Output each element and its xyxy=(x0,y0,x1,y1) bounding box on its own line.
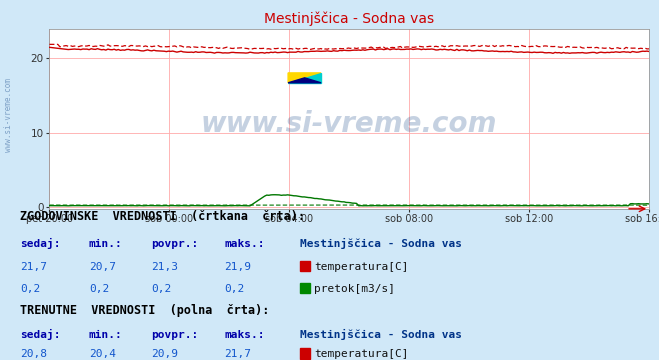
Text: povpr.:: povpr.: xyxy=(152,330,199,341)
Text: www.si-vreme.com: www.si-vreme.com xyxy=(4,78,13,152)
Polygon shape xyxy=(288,73,321,83)
Text: maks.:: maks.: xyxy=(224,330,264,341)
Text: temperatura[C]: temperatura[C] xyxy=(314,262,409,272)
Title: Mestinjščica - Sodna vas: Mestinjščica - Sodna vas xyxy=(264,12,434,26)
Polygon shape xyxy=(288,73,321,83)
Text: pretok[m3/s]: pretok[m3/s] xyxy=(314,284,395,294)
Text: 21,9: 21,9 xyxy=(224,262,251,272)
Text: 0,2: 0,2 xyxy=(152,284,172,294)
Text: ZGODOVINSKE  VREDNOSTI  (črtkana  črta):: ZGODOVINSKE VREDNOSTI (črtkana črta): xyxy=(20,210,304,222)
Polygon shape xyxy=(288,78,321,83)
Text: 20,9: 20,9 xyxy=(152,350,179,360)
Text: maks.:: maks.: xyxy=(224,239,264,249)
Text: 0,2: 0,2 xyxy=(224,284,244,294)
Text: 21,3: 21,3 xyxy=(152,262,179,272)
Text: 20,7: 20,7 xyxy=(89,262,116,272)
Text: min.:: min.: xyxy=(89,239,123,249)
Text: sedaj:: sedaj: xyxy=(20,238,60,249)
Text: 21,7: 21,7 xyxy=(224,350,251,360)
Text: sedaj:: sedaj: xyxy=(20,329,60,341)
Text: 0,2: 0,2 xyxy=(89,284,109,294)
Text: min.:: min.: xyxy=(89,330,123,341)
Text: temperatura[C]: temperatura[C] xyxy=(314,350,409,360)
Text: 0,2: 0,2 xyxy=(20,284,40,294)
Text: 20,4: 20,4 xyxy=(89,350,116,360)
Text: Mestinjščica - Sodna vas: Mestinjščica - Sodna vas xyxy=(300,238,462,249)
Text: TRENUTNE  VREDNOSTI  (polna  črta):: TRENUTNE VREDNOSTI (polna črta): xyxy=(20,304,269,317)
Text: 21,7: 21,7 xyxy=(20,262,47,272)
Text: Mestinjščica - Sodna vas: Mestinjščica - Sodna vas xyxy=(300,329,462,341)
Text: www.si-vreme.com: www.si-vreme.com xyxy=(201,110,498,138)
Text: povpr.:: povpr.: xyxy=(152,239,199,249)
Text: 20,8: 20,8 xyxy=(20,350,47,360)
